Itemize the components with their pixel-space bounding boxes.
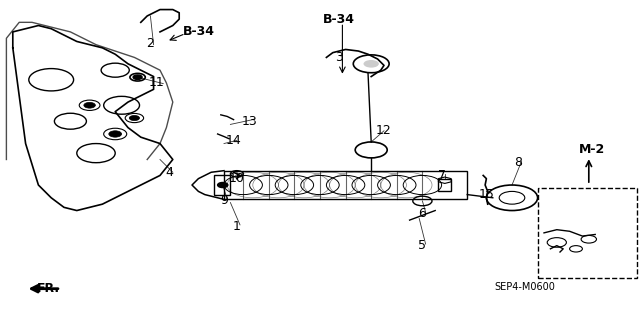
Circle shape — [129, 115, 140, 121]
Circle shape — [109, 131, 122, 137]
Text: 12: 12 — [376, 124, 392, 137]
Text: 7: 7 — [438, 169, 445, 182]
Text: SEP4-M0600: SEP4-M0600 — [494, 282, 556, 292]
Text: 2: 2 — [147, 37, 154, 49]
Bar — [538, 188, 637, 278]
Bar — [214, 175, 230, 195]
Text: 9: 9 — [220, 195, 228, 207]
Text: 3: 3 — [335, 51, 343, 64]
Text: 6: 6 — [419, 207, 426, 220]
Bar — [438, 179, 451, 191]
Text: 15: 15 — [479, 188, 494, 201]
Text: B-34: B-34 — [323, 13, 355, 26]
Text: 13: 13 — [242, 115, 257, 128]
Circle shape — [84, 102, 95, 108]
Bar — [224, 171, 467, 199]
Text: 1: 1 — [233, 220, 241, 233]
Text: 8: 8 — [515, 156, 522, 169]
Circle shape — [218, 182, 228, 188]
Text: B-34: B-34 — [182, 26, 214, 38]
Text: 10: 10 — [229, 172, 244, 185]
Text: 5: 5 — [419, 239, 426, 252]
Text: 4: 4 — [166, 166, 173, 179]
Text: 14: 14 — [226, 134, 241, 147]
Text: M-2: M-2 — [579, 144, 605, 156]
Text: FR.: FR. — [36, 282, 60, 295]
Circle shape — [133, 75, 142, 79]
Text: 11: 11 — [149, 77, 164, 89]
Circle shape — [364, 60, 379, 68]
